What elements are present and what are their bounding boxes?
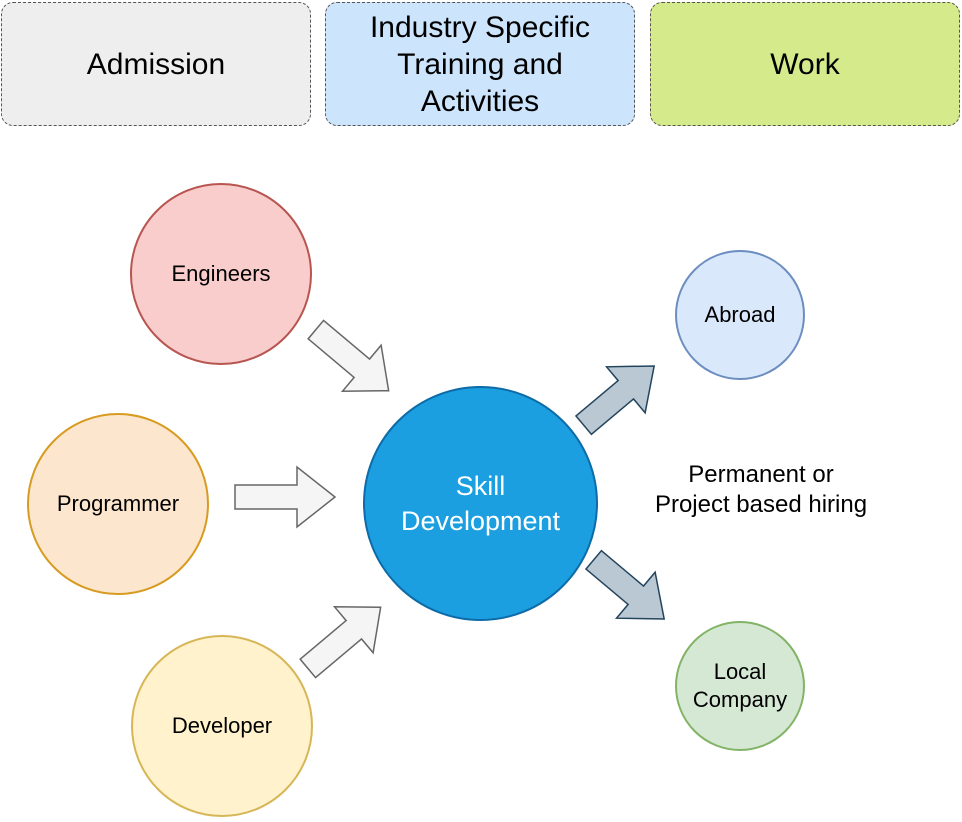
stage-work: Work (650, 2, 960, 126)
node-engineers-label: Engineers (171, 261, 271, 286)
stage-industry-training: Industry Specific Training and Activitie… (325, 2, 635, 126)
node-local-company: Local Company (675, 621, 805, 751)
arrow-engineers-to-skill (307, 319, 390, 392)
node-programmer-label: Programmer (56, 491, 180, 516)
node-skill-development: Skill Development (363, 386, 598, 621)
node-engineers: Engineers (130, 183, 312, 365)
node-abroad-label: Abroad (704, 302, 776, 327)
stage-admission: Admission (1, 2, 311, 126)
node-local-company-label: Local Company (692, 659, 788, 712)
arrow-programmer-to-skill (234, 465, 337, 529)
node-programmer: Programmer (27, 413, 209, 595)
node-developer: Developer (131, 635, 313, 817)
arrow-skill-to-abroad (574, 365, 656, 436)
node-abroad: Abroad (675, 250, 805, 380)
node-developer-label: Developer (171, 713, 273, 738)
arrow-skill-to-local-company (584, 549, 666, 620)
hiring-note: Permanent or Project based hiring (654, 461, 868, 518)
node-skill-development-label: Skill Development (400, 470, 561, 536)
arrow-developer-to-skill (299, 606, 382, 679)
